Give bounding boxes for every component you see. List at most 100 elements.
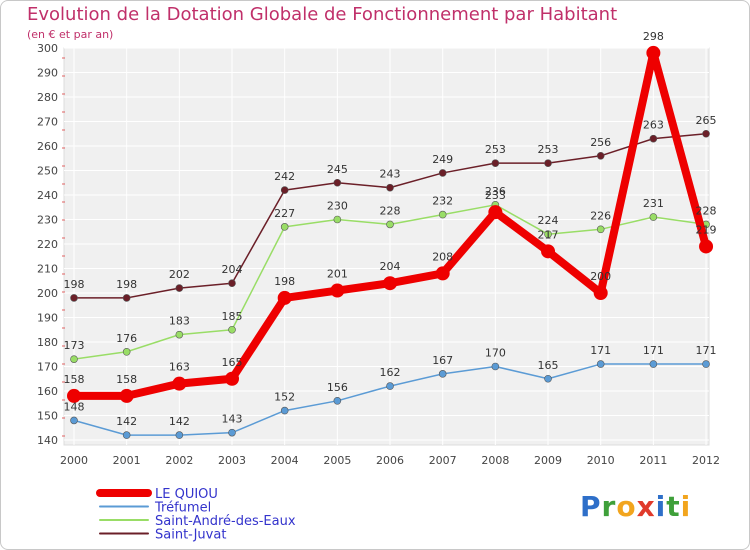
logo-letter: i bbox=[680, 490, 692, 523]
data-point bbox=[649, 134, 658, 143]
data-label: 163 bbox=[169, 361, 190, 374]
data-point bbox=[383, 276, 398, 291]
data-point bbox=[70, 294, 78, 302]
data-label: 249 bbox=[432, 153, 453, 166]
data-label: 265 bbox=[696, 114, 717, 127]
y-tick-label: 200 bbox=[37, 287, 58, 300]
data-point bbox=[386, 220, 394, 229]
data-label: 162 bbox=[380, 366, 401, 379]
legend-label: LE QUIOU bbox=[155, 487, 218, 502]
data-label: 158 bbox=[64, 373, 85, 386]
logo-letter: i bbox=[655, 490, 667, 523]
data-point bbox=[649, 213, 658, 221]
y-tick-label: 230 bbox=[37, 214, 58, 227]
data-point bbox=[544, 159, 552, 167]
data-label: 165 bbox=[538, 359, 559, 372]
data-label: 230 bbox=[327, 200, 348, 213]
data-point bbox=[280, 186, 289, 194]
data-point bbox=[702, 129, 710, 138]
logo-letter: P bbox=[580, 490, 602, 523]
data-label: 171 bbox=[643, 344, 664, 357]
data-point bbox=[491, 159, 500, 167]
y-tick-label: 250 bbox=[37, 165, 58, 178]
chart-title: Evolution de la Dotation Globale de Fonc… bbox=[27, 4, 618, 25]
data-point bbox=[280, 223, 289, 231]
y-tick-label: 240 bbox=[37, 189, 58, 202]
y-tick-label: 140 bbox=[37, 434, 58, 447]
x-tick-label: 2012 bbox=[692, 454, 720, 467]
data-point bbox=[333, 178, 342, 187]
x-tick-label: 2001 bbox=[113, 454, 141, 467]
data-point bbox=[593, 286, 608, 300]
data-label: 165 bbox=[222, 356, 243, 369]
data-point bbox=[122, 294, 131, 302]
data-point bbox=[544, 230, 552, 238]
data-label: 198 bbox=[116, 278, 137, 291]
logo-letter: x bbox=[636, 490, 656, 523]
data-point bbox=[438, 169, 447, 177]
data-label: 185 bbox=[222, 310, 243, 323]
data-point bbox=[228, 279, 236, 288]
x-tick-label: 2003 bbox=[218, 454, 246, 467]
data-point bbox=[386, 382, 394, 390]
data-point bbox=[70, 355, 78, 363]
data-label: 253 bbox=[538, 143, 559, 156]
data-point bbox=[122, 347, 131, 356]
y-tick-label: 150 bbox=[37, 410, 58, 423]
data-label: 232 bbox=[432, 195, 453, 208]
data-label: 142 bbox=[169, 415, 190, 428]
data-point bbox=[67, 388, 81, 403]
y-tick-label: 290 bbox=[37, 67, 58, 80]
data-point bbox=[699, 239, 714, 254]
data-point bbox=[225, 371, 240, 386]
data-point bbox=[596, 152, 605, 160]
data-label: 176 bbox=[116, 332, 137, 345]
y-tick-label: 220 bbox=[37, 238, 58, 251]
y-tick-label: 280 bbox=[37, 91, 58, 104]
data-label: 200 bbox=[590, 270, 611, 283]
x-tick-label: 2010 bbox=[587, 454, 615, 467]
data-label: 243 bbox=[380, 168, 401, 181]
data-label: 245 bbox=[327, 163, 348, 176]
data-label: 228 bbox=[696, 204, 717, 217]
data-point bbox=[435, 266, 450, 281]
data-point bbox=[333, 215, 342, 224]
data-point bbox=[172, 376, 187, 391]
logo-letter: o bbox=[616, 490, 637, 523]
data-point bbox=[438, 210, 447, 219]
proxiti-logo: Proxiti bbox=[580, 490, 691, 523]
data-label: 198 bbox=[274, 275, 295, 288]
y-tick-label: 270 bbox=[37, 116, 58, 129]
data-point bbox=[333, 396, 342, 405]
data-label: 217 bbox=[538, 228, 559, 241]
y-tick-label: 180 bbox=[37, 336, 58, 349]
data-label: 202 bbox=[169, 268, 190, 281]
data-point bbox=[280, 406, 289, 415]
x-tick-label: 2004 bbox=[271, 454, 299, 467]
data-point bbox=[175, 284, 184, 292]
logo-letter: r bbox=[601, 490, 617, 523]
legend-label: Tréfumel bbox=[154, 501, 211, 516]
x-tick-label: 2008 bbox=[481, 454, 509, 467]
data-point bbox=[649, 360, 658, 368]
data-label: 204 bbox=[222, 263, 243, 276]
data-point bbox=[491, 362, 500, 371]
data-point bbox=[544, 374, 552, 383]
y-tick-label: 160 bbox=[37, 385, 58, 398]
y-tick-label: 190 bbox=[37, 312, 58, 325]
data-label: 170 bbox=[485, 347, 506, 360]
data-point bbox=[596, 225, 605, 234]
x-tick-label: 2000 bbox=[60, 454, 88, 467]
data-label: 171 bbox=[696, 344, 717, 357]
data-label: 143 bbox=[222, 413, 243, 426]
x-tick-label: 2007 bbox=[429, 454, 457, 467]
data-label: 167 bbox=[432, 354, 453, 367]
data-point bbox=[122, 431, 131, 439]
data-point bbox=[488, 205, 503, 220]
data-label: 198 bbox=[64, 278, 85, 291]
y-tick-label: 260 bbox=[37, 140, 58, 153]
data-label: 183 bbox=[169, 315, 190, 328]
y-tick-label: 300 bbox=[37, 42, 58, 55]
data-label: 256 bbox=[590, 136, 611, 149]
logo-letter: t bbox=[666, 490, 681, 523]
